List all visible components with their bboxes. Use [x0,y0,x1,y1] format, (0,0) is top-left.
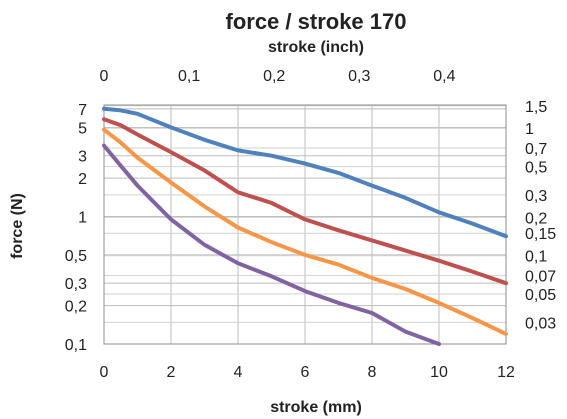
y2-tick-label: 0,15 [525,226,556,243]
grid-lines [103,104,507,345]
y2-tick-label: 1 [525,121,534,138]
series-line-2 [102,117,508,286]
y-tick-label: 1 [78,210,87,227]
x-tick-label: 10 [430,364,448,381]
y-tick-label: 0,5 [65,248,87,265]
y2-tick-label: 1,5 [525,99,547,116]
y2-tick-label: 0,5 [525,160,547,177]
y-tick-label: 3 [78,149,87,166]
y-tick-label: 0,3 [65,276,87,293]
y2-tick-label: 0,2 [525,210,547,227]
x-tick-label: 0 [100,364,109,381]
series-line-4 [102,143,441,346]
bottom-axis-title: stroke (mm) [270,399,362,416]
x2-tick-label: 0 [100,68,109,85]
y-tick-label: 2 [78,171,87,188]
y-tick-label: 0,2 [65,299,87,316]
x2-tick-label: 0,4 [433,68,455,85]
y2-tick-label: 0,07 [525,268,556,285]
y-tick-label: 7 [78,102,87,119]
y-tick-label: 5 [78,120,87,137]
series-line-1 [102,106,508,239]
y2-tick-label: 0,05 [525,287,556,304]
x-tick-label: 6 [301,364,310,381]
series-line-3 [102,127,508,336]
series-lines [102,106,508,346]
x2-tick-label: 0,1 [178,68,200,85]
y2-tick-label: 0,7 [525,141,547,158]
y-tick-label: 0,1 [65,337,87,354]
tick-labels: 0 2 4 6 8 10 120,10,20,30,5123570,030,050,070,… [65,68,556,381]
y2-tick-label: 0,1 [525,249,547,266]
chart-title: force / stroke 170 [226,9,407,34]
x2-tick-label: 0,2 [263,68,285,85]
y2-tick-label: 0,03 [525,315,556,332]
y-axis-title: force (N) [9,193,26,259]
top-axis-title: stroke (inch) [268,39,364,56]
x-tick-label: 2 [167,364,176,381]
plot-frame [103,104,507,345]
x-tick-label: 4 [234,364,243,381]
x-tick-label: 12 [497,364,515,381]
y2-tick-label: 0,3 [525,188,547,205]
x-tick-label: 8 [368,364,377,381]
x2-tick-label: 0,3 [348,68,370,85]
